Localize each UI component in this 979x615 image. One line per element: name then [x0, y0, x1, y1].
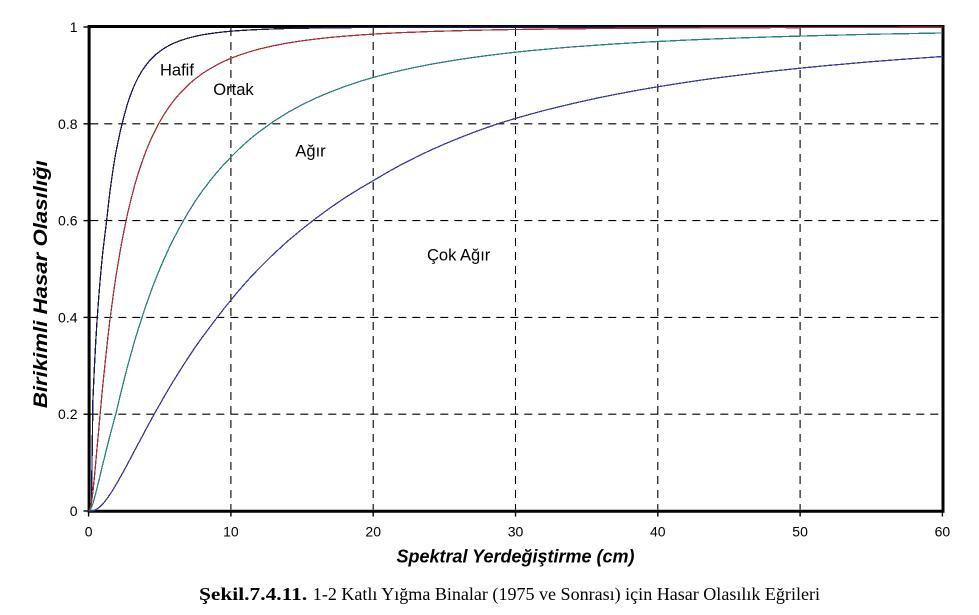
svg-text:0.8: 0.8	[58, 116, 78, 132]
svg-text:1-2 Katlı Yığma Binalar (1975: 1-2 Katlı Yığma Binalar (1975 ve Sonrası…	[313, 584, 820, 604]
svg-text:Birikimli Hasar Olasılığı: Birikimli Hasar Olasılığı	[30, 160, 52, 409]
svg-text:30: 30	[508, 524, 524, 540]
svg-text:40: 40	[650, 524, 666, 540]
svg-text:0: 0	[85, 524, 93, 540]
svg-text:Çok Ağır: Çok Ağır	[427, 247, 491, 265]
svg-text:50: 50	[792, 524, 808, 540]
svg-text:Hafif: Hafif	[160, 61, 194, 79]
svg-text:0.4: 0.4	[58, 309, 78, 325]
svg-text:60: 60	[935, 524, 951, 540]
svg-text:0: 0	[70, 503, 78, 519]
svg-text:20: 20	[365, 524, 381, 540]
svg-text:Spektral Yerdeğiştirme (cm): Spektral Yerdeğiştirme (cm)	[397, 547, 635, 567]
svg-text:0.2: 0.2	[58, 406, 78, 422]
svg-text:Ortak: Ortak	[213, 81, 254, 99]
svg-text:1: 1	[70, 19, 78, 35]
svg-text:10: 10	[223, 524, 239, 540]
svg-text:Şekil.7.4.11.: Şekil.7.4.11.	[199, 584, 307, 604]
svg-text:0.6: 0.6	[58, 213, 78, 229]
svg-text:Ağır: Ağır	[295, 143, 326, 161]
